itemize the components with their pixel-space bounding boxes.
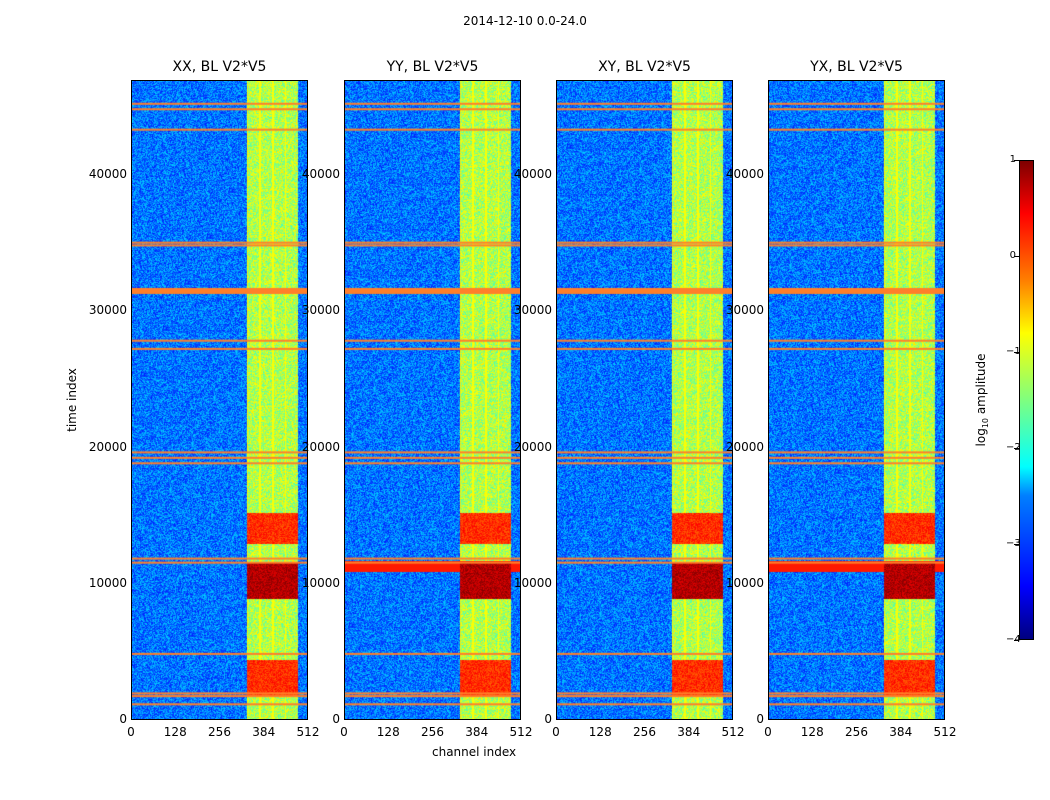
x-tick-label: 256 bbox=[208, 725, 231, 739]
y-tick-label: 0 bbox=[332, 712, 340, 726]
x-tick-label: 128 bbox=[800, 725, 824, 739]
heatmap-panel bbox=[344, 80, 521, 720]
heatmap-image bbox=[132, 81, 307, 719]
colorbar-tick-mark bbox=[1014, 256, 1019, 257]
colorbar bbox=[1019, 160, 1034, 640]
x-tick-label: 0 bbox=[552, 725, 560, 739]
y-tick-label: 0 bbox=[119, 712, 127, 726]
x-tick-label: 512 bbox=[509, 725, 533, 739]
x-tick-label: 256 bbox=[421, 725, 444, 739]
y-tick-label: 10000 bbox=[301, 575, 340, 590]
x-tick-label: 0 bbox=[764, 725, 772, 739]
colorbar-tick-label: −3 bbox=[1006, 538, 1021, 549]
y-tick-label: 40000 bbox=[88, 167, 127, 182]
x-tick-label: 128 bbox=[163, 725, 187, 739]
panel-title: YY, BL V2*V5 bbox=[386, 59, 479, 75]
y-tick-label: 20000 bbox=[301, 439, 340, 454]
colorbar-label-sub: 10 bbox=[981, 417, 991, 429]
y-tick-label: 30000 bbox=[88, 303, 127, 318]
colorbar-tick-label: −4 bbox=[1006, 634, 1021, 645]
x-tick-label: 256 bbox=[845, 725, 868, 739]
colorbar-tick-mark bbox=[1014, 448, 1019, 449]
y-tick-label: 30000 bbox=[301, 303, 340, 318]
heatmap-panel bbox=[556, 80, 733, 720]
x-tick-label: 384 bbox=[252, 725, 276, 739]
x-tick-label: 128 bbox=[588, 725, 612, 739]
panel-title: YX, BL V2*V5 bbox=[810, 59, 903, 75]
y-tick-label: 20000 bbox=[725, 439, 764, 454]
x-tick-label: 384 bbox=[465, 725, 489, 739]
colorbar-label: log10 amplitude bbox=[974, 354, 990, 447]
colorbar-tick-mark bbox=[1014, 640, 1019, 641]
x-axis-label: channel index bbox=[432, 745, 517, 759]
x-tick-label: 0 bbox=[127, 725, 135, 739]
y-tick-label: 10000 bbox=[513, 575, 552, 590]
y-tick-label: 20000 bbox=[513, 439, 552, 454]
heatmap-image bbox=[557, 81, 732, 719]
y-tick-label: 0 bbox=[544, 712, 552, 726]
x-tick-label: 0 bbox=[340, 725, 348, 739]
colorbar-label-prefix: log bbox=[973, 428, 988, 447]
heatmap-panel bbox=[768, 80, 945, 720]
y-tick-label: 40000 bbox=[725, 167, 764, 182]
colorbar-tick-mark bbox=[1014, 352, 1019, 353]
colorbar-tick-label: −1 bbox=[1006, 346, 1021, 357]
x-tick-label: 384 bbox=[677, 725, 701, 739]
x-tick-label: 128 bbox=[376, 725, 400, 739]
heatmap-image bbox=[345, 81, 520, 719]
heatmap-panel bbox=[131, 80, 308, 720]
x-tick-label: 256 bbox=[633, 725, 656, 739]
y-tick-label: 30000 bbox=[513, 303, 552, 318]
y-tick-label: 30000 bbox=[725, 303, 764, 318]
y-tick-label: 10000 bbox=[88, 575, 127, 590]
heatmap-image bbox=[769, 81, 944, 719]
colorbar-tick-label: 1 bbox=[1009, 154, 1016, 165]
panel-title: XY, BL V2*V5 bbox=[598, 59, 691, 75]
y-tick-label: 0 bbox=[756, 712, 764, 726]
y-tick-label: 40000 bbox=[301, 167, 340, 182]
colorbar-tick-label: 0 bbox=[1009, 250, 1016, 261]
colorbar-tick-mark bbox=[1014, 160, 1019, 161]
x-tick-label: 512 bbox=[933, 725, 957, 739]
x-tick-label: 512 bbox=[721, 725, 745, 739]
x-tick-label: 384 bbox=[889, 725, 913, 739]
y-tick-label: 40000 bbox=[513, 167, 552, 182]
y-tick-label: 20000 bbox=[88, 439, 127, 454]
colorbar-label-suffix: amplitude bbox=[973, 353, 988, 418]
panel-title: XX, BL V2*V5 bbox=[172, 59, 267, 75]
figure-title: 2014-12-10 0.0-24.0 bbox=[463, 14, 587, 28]
y-tick-label: 10000 bbox=[725, 575, 764, 590]
y-axis-label: time index bbox=[65, 368, 79, 432]
colorbar-tick-label: −2 bbox=[1006, 442, 1021, 453]
colorbar-tick-mark bbox=[1014, 544, 1019, 545]
x-tick-label: 512 bbox=[296, 725, 320, 739]
